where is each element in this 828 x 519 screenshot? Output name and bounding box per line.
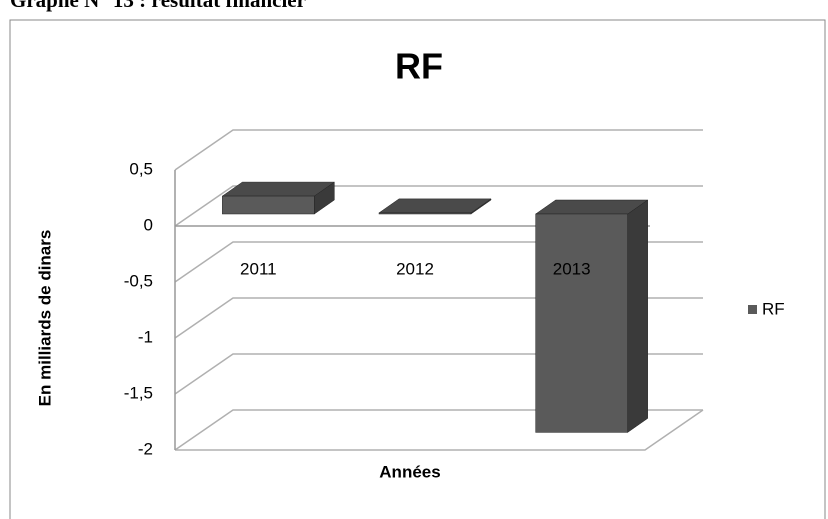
y-tick-label: -2	[138, 439, 153, 458]
y-tick-label: 0	[144, 215, 153, 234]
x-axis-label: Années	[379, 462, 440, 481]
x-tick-label: 2013	[553, 259, 591, 278]
bar-top	[378, 198, 492, 214]
bar-front	[378, 212, 472, 215]
bar-front	[535, 213, 628, 433]
y-tick-label: -1	[138, 327, 153, 346]
y-axis-label: En milliards de dinars	[35, 230, 54, 407]
bar	[378, 198, 492, 215]
x-tick-label: 2011	[240, 259, 277, 278]
bar-top	[221, 181, 336, 197]
grid-line	[174, 185, 703, 227]
legend-swatch	[748, 305, 757, 314]
x-tick-label: 2012	[396, 259, 434, 278]
y-tick-label: -0,5	[124, 271, 153, 290]
bar-front	[222, 195, 315, 215]
floor-edge	[175, 409, 704, 451]
y-tick-label: 0,5	[129, 159, 153, 178]
heading: Graphe N° 13 : résultat financier	[10, 0, 306, 12]
bar	[221, 181, 336, 215]
y-tick-label: -1,5	[124, 383, 153, 402]
bar-top	[534, 199, 649, 215]
legend-label: RF	[762, 299, 785, 318]
bar-side	[627, 199, 648, 433]
grid-line	[174, 129, 703, 171]
chart-frame	[9, 19, 826, 519]
bar	[534, 199, 649, 433]
chart-title: RF	[395, 46, 443, 87]
